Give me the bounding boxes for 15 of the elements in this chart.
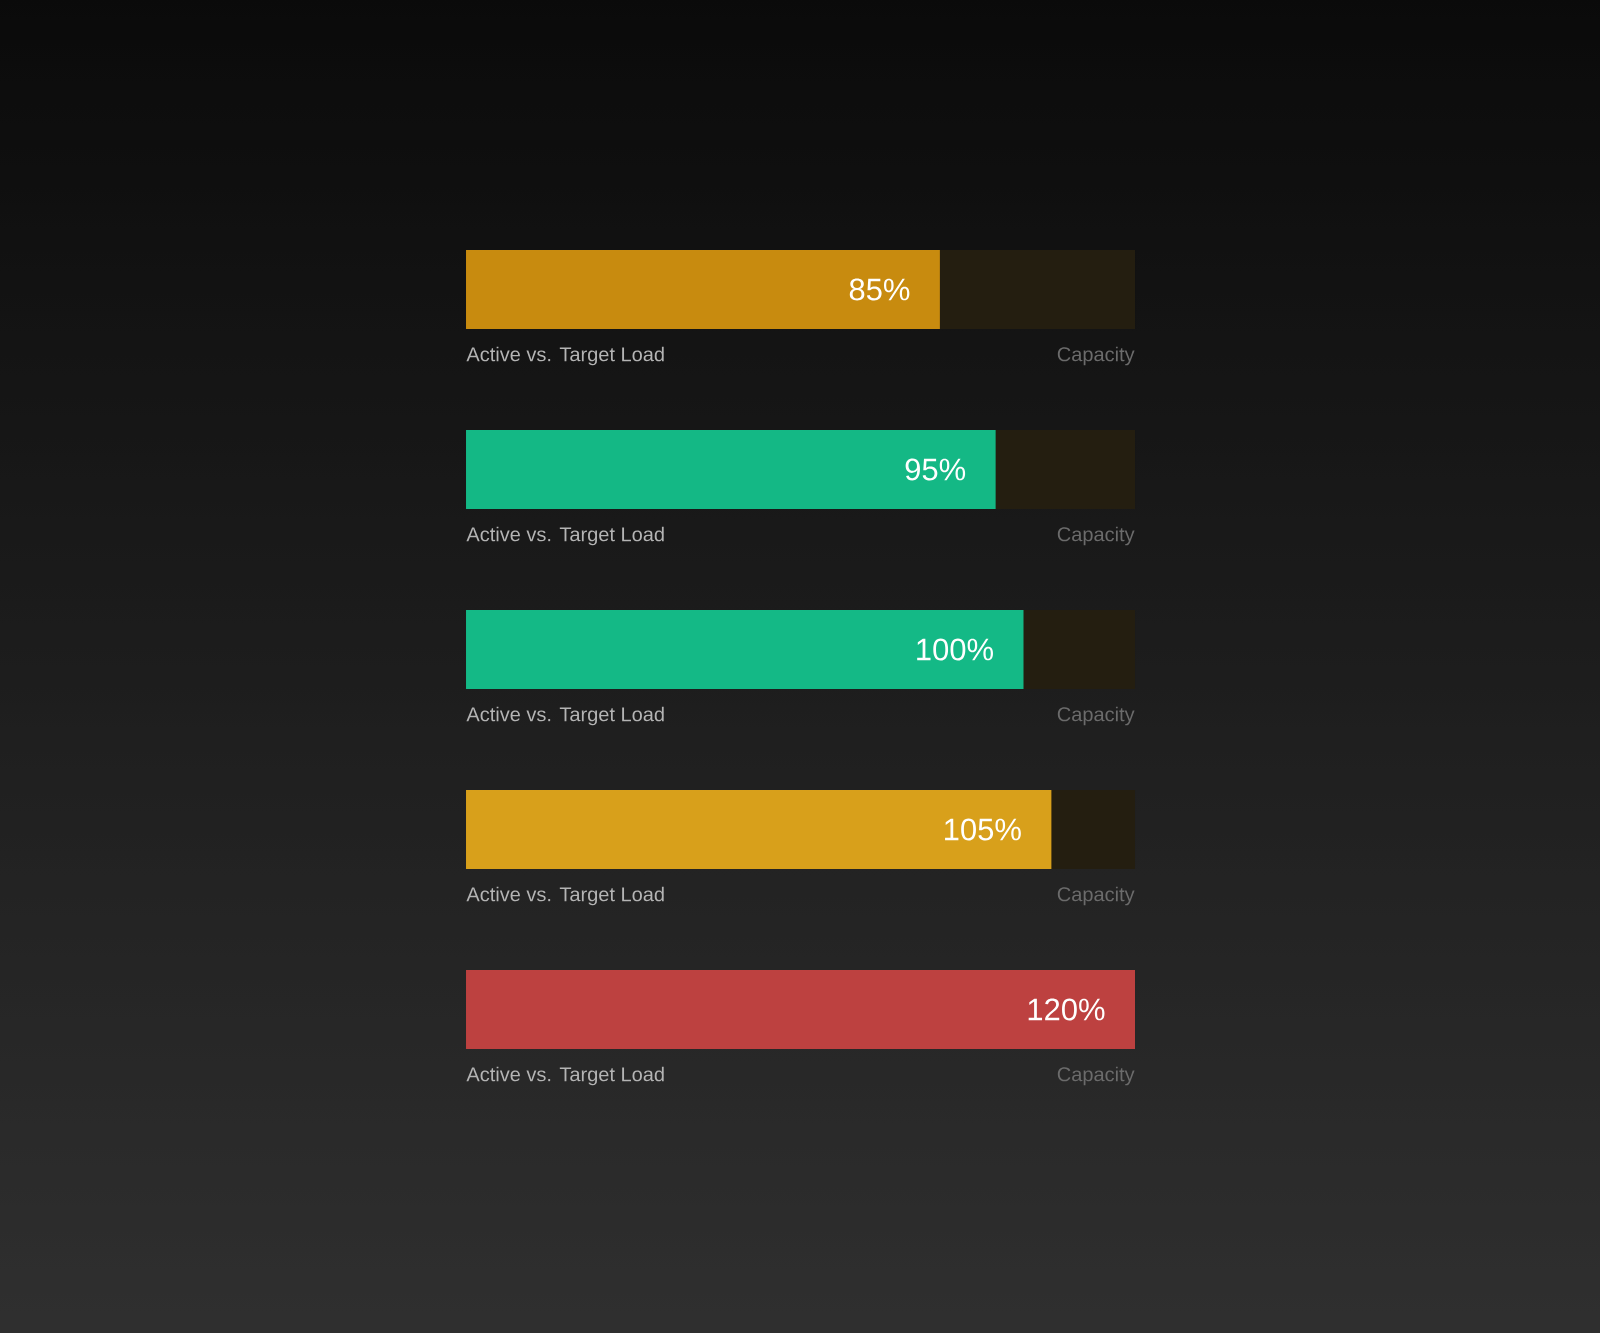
y-tick-label: Active vs. Target Load: [466, 706, 664, 726]
annotation: Capacity: [1057, 1066, 1135, 1086]
data-label: 85%: [849, 278, 910, 301]
y-tick-label: Active vs. Target Load: [466, 526, 664, 546]
annotation: Capacity: [1057, 526, 1135, 546]
data-label: 105%: [945, 818, 1021, 841]
y-tick-label: Active vs. Target Load: [466, 1066, 664, 1086]
data-label: 100%: [917, 638, 993, 661]
annotation: Capacity: [1057, 706, 1135, 726]
y-tick-label: Active vs. Target Load: [466, 346, 664, 366]
data-label: 95%: [905, 458, 966, 481]
annotation: Capacity: [1057, 346, 1135, 366]
data-label: 120%: [1028, 998, 1105, 1021]
y-tick-label: Active vs. Target Load: [466, 886, 664, 906]
annotation: Capacity: [1057, 886, 1135, 906]
